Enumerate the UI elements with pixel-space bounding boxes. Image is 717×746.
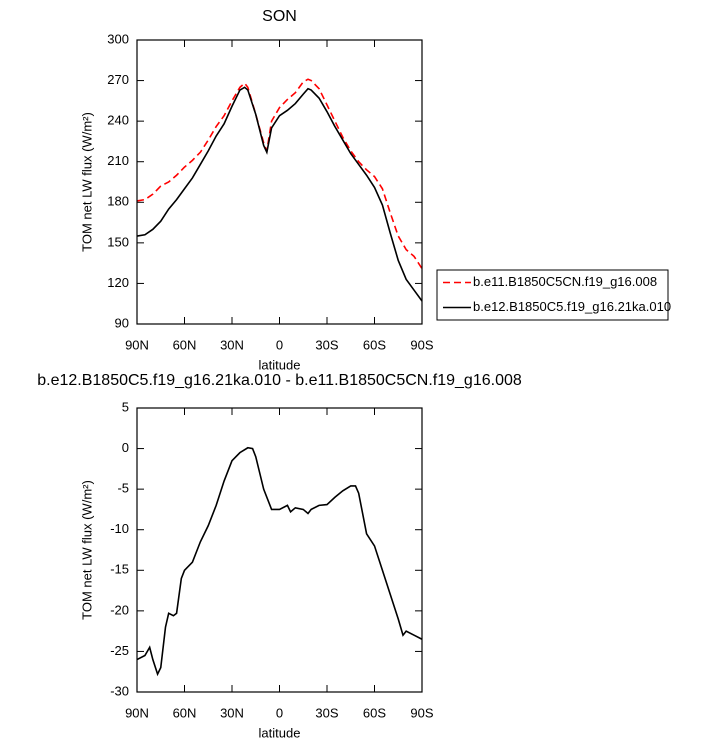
y-tick-label: 5 xyxy=(122,399,129,414)
chart-title: SON xyxy=(262,8,297,25)
data-line xyxy=(136,446,423,677)
x-tick-label: 30S xyxy=(315,705,338,720)
plot-frame xyxy=(136,39,423,325)
x-axis-label: latitude xyxy=(259,725,301,740)
x-tick-label: 0 xyxy=(276,705,283,720)
y-tick-label: 240 xyxy=(107,113,129,128)
x-tick-label: 90N xyxy=(125,337,149,352)
y-tick-label: -5 xyxy=(117,481,129,496)
x-tick-label: 30N xyxy=(220,337,244,352)
x-tick-label: 60S xyxy=(363,337,386,352)
y-axis-label: TOM net LW flux (W/m²) xyxy=(79,480,94,620)
y-tick-label: -15 xyxy=(110,562,129,577)
y-tick-label: 150 xyxy=(107,234,129,249)
y-tick-label: 120 xyxy=(107,275,129,290)
chart-title: b.e12.B1850C5.f19_g16.21ka.010 - b.e11.B… xyxy=(37,372,522,389)
legend-label: b.e11.B1850C5CN.f19_g16.008 xyxy=(473,274,657,289)
x-tick-label: 30N xyxy=(220,705,244,720)
y-axis-label: TOM net LW flux (W/m²) xyxy=(79,112,94,252)
y-tick-label: -20 xyxy=(110,602,129,617)
y-tick-label: 0 xyxy=(122,440,129,455)
x-axis-label: latitude xyxy=(259,357,301,372)
legend-label: b.e12.B1850C5.f19_g16.21ka.010 xyxy=(473,299,671,314)
y-tick-label: -25 xyxy=(110,643,129,658)
x-tick-label: 60N xyxy=(173,337,197,352)
x-tick-label: 90N xyxy=(125,705,149,720)
x-tick-label: 30S xyxy=(315,337,338,352)
plot-frame xyxy=(136,407,423,693)
data-line xyxy=(136,86,423,302)
y-tick-label: 300 xyxy=(107,31,129,46)
data-line xyxy=(136,78,423,269)
x-tick-label: 90S xyxy=(410,705,433,720)
y-tick-label: 270 xyxy=(107,72,129,87)
y-tick-label: -10 xyxy=(110,521,129,536)
x-tick-label: 60S xyxy=(363,705,386,720)
y-tick-label: 210 xyxy=(107,153,129,168)
x-tick-label: 0 xyxy=(276,337,283,352)
x-tick-label: 60N xyxy=(173,705,197,720)
x-tick-label: 90S xyxy=(410,337,433,352)
y-tick-label: 180 xyxy=(107,194,129,209)
y-tick-label: 90 xyxy=(115,315,129,330)
y-tick-label: -30 xyxy=(110,683,129,698)
legend-frame xyxy=(436,269,669,321)
